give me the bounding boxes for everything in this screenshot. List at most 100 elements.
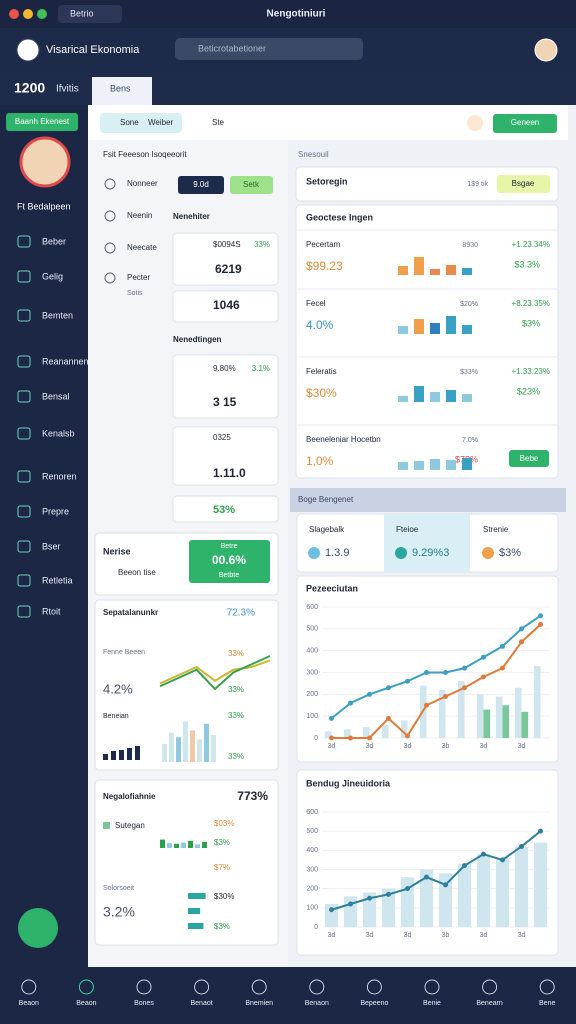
nav-icon [17,427,31,440]
line [331,623,542,739]
select-value: 53% [213,504,235,516]
bar [188,840,193,848]
point [462,685,467,691]
point [348,901,353,907]
bar [181,842,186,848]
nav-item: Gelig [42,271,63,281]
nav-icon[interactable] [251,979,267,995]
row-meta: 8930 [462,242,478,249]
tab-dot [482,547,494,559]
bar [190,730,195,762]
point [481,851,486,857]
row-meta: $20% [460,301,478,308]
sub-tab[interactable] [92,77,152,105]
bar [533,842,548,927]
card [172,290,279,323]
bar [398,266,408,275]
fab[interactable] [18,908,58,948]
select[interactable] [172,495,279,523]
tab-value: 1.3.9 [325,547,349,559]
nav-icon[interactable] [539,979,555,995]
summary-card [295,166,559,202]
row-pct: $3% [522,318,540,328]
bar [167,843,172,848]
search-box[interactable] [175,38,363,60]
point [348,735,353,741]
notice-title: Nerise [103,546,131,556]
bar [462,394,472,402]
sidebar-button[interactable] [6,113,78,131]
maximize-dot[interactable] [37,9,47,19]
bar [476,694,484,738]
point [329,715,334,721]
nav-icon[interactable] [424,979,440,995]
cta-sub: Betbte [219,572,239,579]
card-value: 1046 [213,298,240,312]
point [500,857,505,863]
panel-card [295,204,559,479]
stat: 3.2% [103,904,135,920]
nav-icon[interactable] [482,979,498,995]
cta-button[interactable] [189,540,270,583]
row-value: 4.0% [306,318,334,332]
bar [400,720,408,738]
sub-bar [0,72,576,105]
bar [514,846,529,927]
toolbar-icon[interactable] [467,115,483,131]
summary-button[interactable] [497,175,550,193]
bar [103,754,108,760]
point [538,828,543,834]
nav-icon[interactable] [21,979,37,995]
badge-label: Setk [243,180,260,189]
action-label: Geneen [511,118,539,127]
bar [514,687,522,738]
nav-icon[interactable] [194,979,210,995]
trend-line [159,659,271,685]
x-tick-label: 3d [328,743,336,750]
point [462,863,467,869]
row-name: Fecel [306,299,326,308]
y-tick-label: 600 [306,604,318,611]
chip-label: Weiber [148,118,174,127]
card-value: 3 15 [213,395,237,409]
point [386,891,391,897]
nav-icon [17,505,31,518]
avatar[interactable] [534,38,558,62]
pct: $3% [214,838,230,847]
nav-icon[interactable] [78,979,94,995]
active-tab[interactable] [384,514,470,572]
minimize-dot[interactable] [23,9,33,19]
summary-action: Bsgae [512,179,535,188]
nav-item: Renoren [42,471,77,481]
list-sub: Sotis [127,290,143,297]
card-title: Sepatalanunkr [103,608,158,617]
list-item: Nonneer [127,179,158,188]
bar [446,460,456,470]
close-dot[interactable] [9,9,19,19]
bar [362,892,377,927]
nav-icon[interactable] [136,979,152,995]
search-placeholder: Beticrotabetioner [198,43,266,53]
nav-icon[interactable] [366,979,382,995]
point [405,733,410,739]
chart-title: Bendug Jineuidoria [306,778,391,788]
y-tick-label: 0 [314,735,318,742]
nav-label: Benaon [305,1000,329,1007]
pct: 33% [228,685,244,694]
x-tick-label: 3d [366,743,374,750]
y-tick-label: 400 [306,847,318,854]
bar [398,396,408,402]
row-change: +1.33.23% [512,367,550,376]
nav-icon[interactable] [309,979,325,995]
section-label: Snesouil [298,150,329,159]
nav-icon [17,235,31,248]
tab-value: 9.29%3 [412,547,449,559]
row-button[interactable] [509,450,549,467]
action-button[interactable] [493,114,557,133]
notice-sub: Beeon tise [118,568,156,577]
card-value: 72.3% [227,608,255,619]
point [519,844,524,849]
tab[interactable] [58,5,122,23]
chip[interactable] [100,113,182,133]
y-tick-label: 0 [314,924,318,931]
